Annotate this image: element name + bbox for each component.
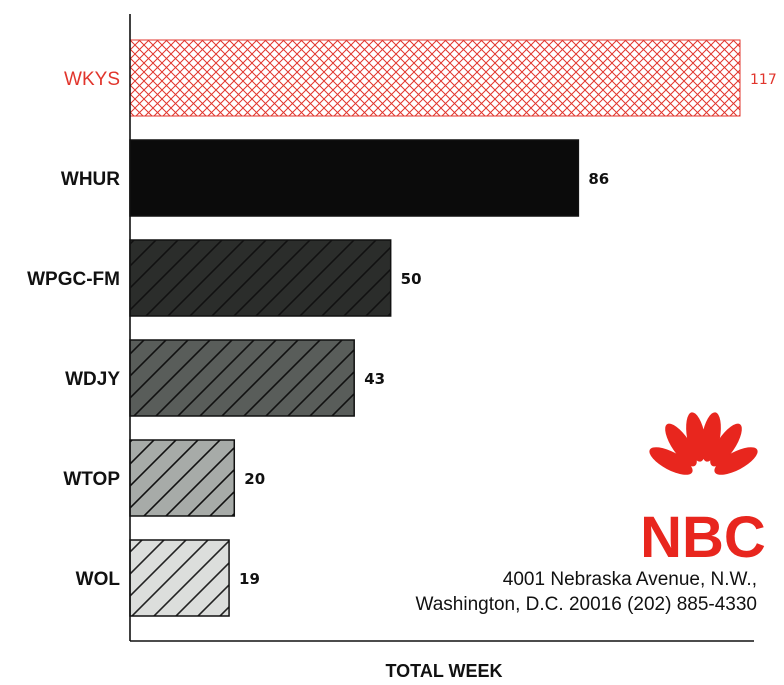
- address-line-1: 4001 Nebraska Avenue, N.W.,: [503, 569, 757, 590]
- nbc-logo: NBC: [640, 411, 766, 570]
- address-line-2: Washington, D.C. 20016 (202) 885-4330: [415, 594, 757, 615]
- category-label-wpgc-fm: WPGC-FM: [27, 269, 120, 290]
- category-label-wkys: WKYS: [64, 69, 120, 90]
- bar-wdjy: [130, 340, 354, 416]
- category-labels: WKYS WHUR WPGC-FM WDJY WTOP WOL: [27, 69, 120, 590]
- category-label-whur: WHUR: [61, 169, 120, 190]
- x-axis-label: TOTAL WEEK: [386, 661, 503, 681]
- category-label-wol: WOL: [76, 569, 121, 590]
- bar-wtop: [130, 440, 234, 516]
- category-label-wtop: WTOP: [63, 469, 120, 490]
- logo-text: NBC: [640, 505, 766, 570]
- value-label-wpgc-fm: 50: [401, 270, 422, 288]
- value-label-wdjy: 43: [364, 370, 385, 388]
- bar-whur: [130, 140, 578, 216]
- bar-wpgc-fm: [130, 240, 391, 316]
- value-label-wol: 19: [239, 570, 260, 588]
- bar-wol: [130, 540, 229, 616]
- value-label-wkys: 117: [750, 72, 777, 88]
- category-label-wdjy: WDJY: [65, 369, 120, 390]
- bar-wkys: [130, 40, 740, 116]
- value-label-whur: 86: [588, 170, 609, 188]
- value-label-wtop: 20: [244, 470, 265, 488]
- peacock-icon: [646, 411, 762, 480]
